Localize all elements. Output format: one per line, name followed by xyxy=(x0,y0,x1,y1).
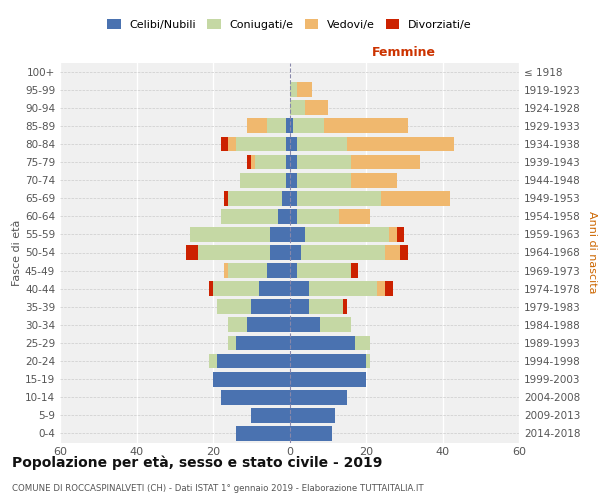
Bar xyxy=(217,354,290,368)
Bar xyxy=(385,245,400,260)
Bar xyxy=(339,209,370,224)
Bar xyxy=(236,426,290,441)
Bar xyxy=(209,354,217,368)
Bar xyxy=(282,191,290,206)
Bar xyxy=(290,154,297,170)
Bar xyxy=(290,245,301,260)
Bar xyxy=(224,191,229,206)
Bar xyxy=(297,82,313,97)
Bar xyxy=(251,408,290,423)
Bar xyxy=(247,154,251,170)
Bar xyxy=(236,136,286,152)
Bar xyxy=(290,336,355,350)
Bar xyxy=(229,191,282,206)
Bar xyxy=(297,209,339,224)
Bar xyxy=(236,336,290,350)
Bar xyxy=(286,136,290,152)
Bar xyxy=(297,263,350,278)
Bar xyxy=(343,300,347,314)
Bar xyxy=(286,118,290,134)
Bar xyxy=(229,263,266,278)
Bar xyxy=(251,154,255,170)
Bar xyxy=(350,172,397,188)
Bar xyxy=(297,136,347,152)
Bar xyxy=(297,154,350,170)
Bar xyxy=(290,354,366,368)
Bar xyxy=(385,282,393,296)
Bar xyxy=(350,263,358,278)
Bar xyxy=(221,390,290,404)
Bar xyxy=(305,100,328,115)
Bar xyxy=(240,172,286,188)
Bar xyxy=(301,245,385,260)
Bar xyxy=(290,282,308,296)
Bar xyxy=(355,336,370,350)
Bar xyxy=(290,191,297,206)
Bar xyxy=(290,300,308,314)
Bar xyxy=(213,372,290,386)
Bar xyxy=(305,227,389,242)
Bar xyxy=(293,118,324,134)
Bar xyxy=(366,354,370,368)
Y-axis label: Fasce di età: Fasce di età xyxy=(12,220,22,286)
Bar xyxy=(350,154,419,170)
Bar xyxy=(290,136,297,152)
Bar xyxy=(228,336,236,350)
Bar xyxy=(186,245,198,260)
Bar xyxy=(217,300,251,314)
Bar xyxy=(247,318,290,332)
Bar xyxy=(251,300,290,314)
Bar xyxy=(290,390,347,404)
Bar xyxy=(308,282,377,296)
Bar xyxy=(308,300,343,314)
Bar xyxy=(290,172,297,188)
Bar xyxy=(290,118,293,134)
Bar xyxy=(221,136,229,152)
Bar xyxy=(290,227,305,242)
Bar xyxy=(389,227,397,242)
Bar xyxy=(266,118,286,134)
Bar xyxy=(400,245,408,260)
Bar xyxy=(198,245,271,260)
Legend: Celibi/Nubili, Coniugati/e, Vedovi/e, Divorziati/e: Celibi/Nubili, Coniugati/e, Vedovi/e, Di… xyxy=(103,15,476,34)
Bar xyxy=(397,227,404,242)
Bar xyxy=(290,100,305,115)
Text: Femmine: Femmine xyxy=(372,46,436,59)
Bar xyxy=(229,318,247,332)
Bar xyxy=(228,136,236,152)
Bar xyxy=(271,227,290,242)
Bar xyxy=(290,372,366,386)
Text: COMUNE DI ROCCASPINALVETI (CH) - Dati ISTAT 1° gennaio 2019 - Elaborazione TUTTA: COMUNE DI ROCCASPINALVETI (CH) - Dati IS… xyxy=(12,484,424,493)
Bar xyxy=(271,245,290,260)
Bar xyxy=(190,227,271,242)
Bar xyxy=(209,282,213,296)
Bar xyxy=(290,426,332,441)
Text: Popolazione per età, sesso e stato civile - 2019: Popolazione per età, sesso e stato civil… xyxy=(12,456,382,470)
Bar xyxy=(278,209,290,224)
Bar xyxy=(290,209,297,224)
Bar xyxy=(290,408,335,423)
Bar xyxy=(286,172,290,188)
Bar xyxy=(247,118,266,134)
Bar xyxy=(259,282,290,296)
Bar xyxy=(377,282,385,296)
Bar xyxy=(290,263,297,278)
Y-axis label: Anni di nascita: Anni di nascita xyxy=(587,211,597,294)
Bar xyxy=(290,82,297,97)
Bar xyxy=(290,318,320,332)
Bar xyxy=(224,263,229,278)
Bar xyxy=(286,154,290,170)
Bar xyxy=(297,172,350,188)
Bar xyxy=(382,191,450,206)
Bar xyxy=(213,282,259,296)
Bar xyxy=(221,209,278,224)
Bar xyxy=(320,318,351,332)
Bar xyxy=(324,118,408,134)
Bar xyxy=(255,154,286,170)
Bar xyxy=(297,191,382,206)
Bar xyxy=(347,136,454,152)
Bar xyxy=(266,263,290,278)
